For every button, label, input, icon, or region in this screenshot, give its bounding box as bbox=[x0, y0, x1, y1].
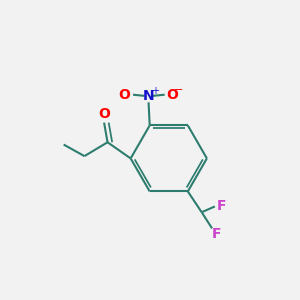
Text: F: F bbox=[217, 200, 226, 214]
Text: +: + bbox=[151, 86, 159, 96]
Text: N: N bbox=[143, 89, 154, 103]
Text: O: O bbox=[118, 88, 130, 102]
Text: O: O bbox=[167, 88, 178, 102]
Text: F: F bbox=[212, 227, 221, 241]
Text: −: − bbox=[174, 85, 183, 94]
Text: O: O bbox=[98, 107, 110, 121]
